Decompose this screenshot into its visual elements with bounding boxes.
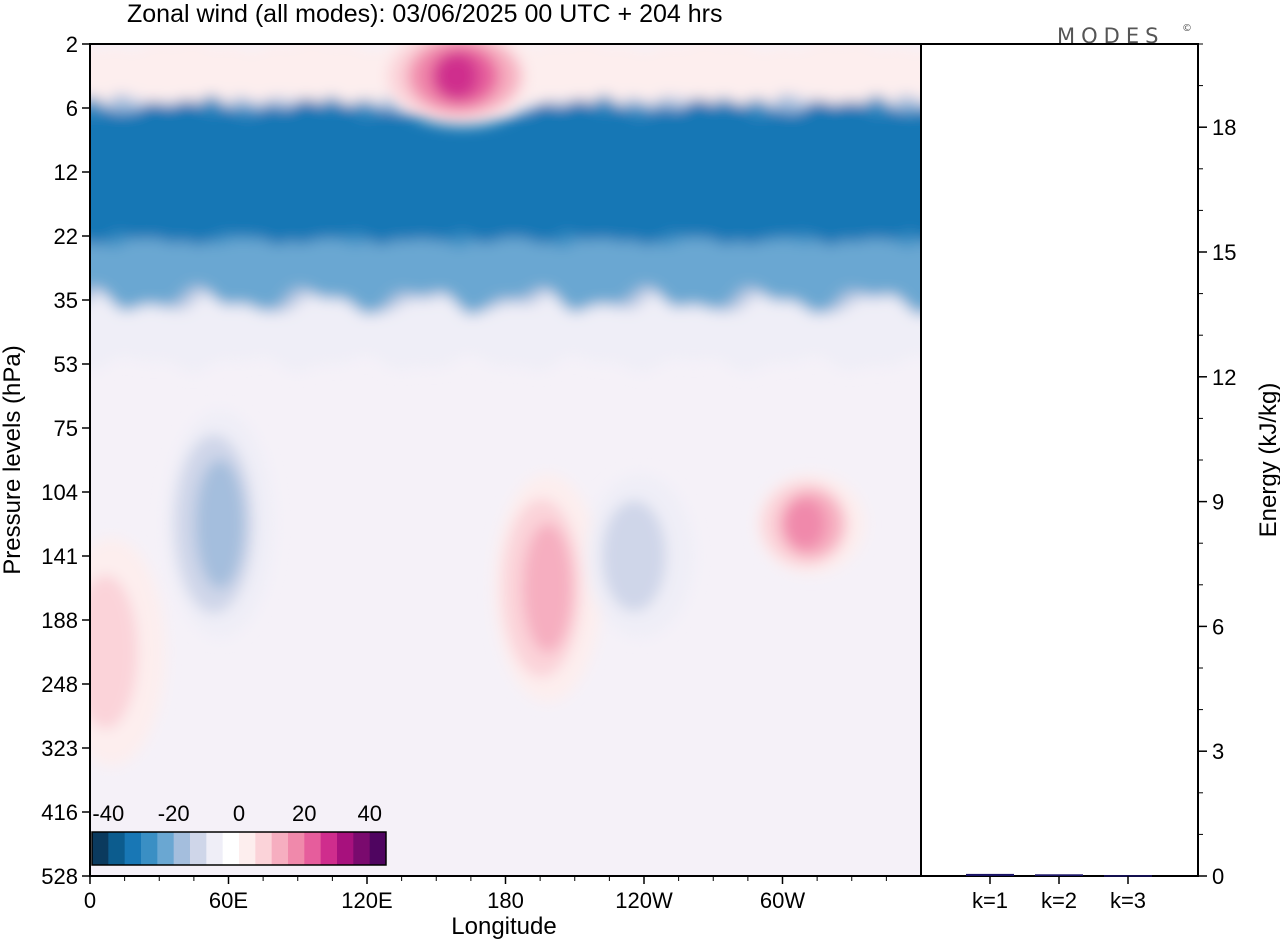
- colorbar: -40 -20 0 20 40: [91, 801, 387, 866]
- x-tick-label: 60E: [209, 888, 248, 913]
- y-axis-label: Pressure levels (hPa): [0, 345, 26, 574]
- energy-bars: [966, 873, 1152, 877]
- colorbar-frame: [91, 831, 387, 866]
- colorbar-swatch: [92, 832, 109, 865]
- x-tick-label: 120W: [615, 888, 673, 913]
- y-tick-label: 53: [54, 352, 78, 377]
- chart-title: Zonal wind (all modes): 03/06/2025 00 UT…: [127, 0, 722, 28]
- y-tick-label: 528: [41, 864, 78, 889]
- heatmap-features: [90, 44, 865, 766]
- contour-band: [90, 162, 921, 245]
- heatmap-bands: [90, 44, 921, 373]
- contour-feature: [602, 500, 667, 612]
- heatmap-panel: -40 -20 0 20 40 0 60E 120E 180 120W 60W 2 6 12 22 35 5…: [0, 32, 922, 940]
- energy-x-tick-label: k=3: [1110, 888, 1146, 913]
- energy-tick-label: 0: [1212, 864, 1224, 889]
- colorbar-swatch: [141, 832, 158, 865]
- x-axis-label: Longitude: [451, 913, 556, 940]
- y-tick-label: 141: [41, 544, 78, 569]
- modes-logo-mark: ©: [1182, 23, 1192, 34]
- colorbar-tick-label: -20: [158, 801, 190, 826]
- colorbar-swatch: [108, 832, 126, 865]
- contour-feature: [434, 53, 478, 99]
- colorbar-swatch: [271, 832, 289, 865]
- energy-x-tick-label: k=2: [1041, 888, 1077, 913]
- y-tick-label: 12: [54, 160, 78, 185]
- x-tick-label: 60W: [760, 888, 805, 913]
- y-tick-label: 22: [54, 224, 78, 249]
- y-tick-label: 75: [54, 416, 78, 441]
- colorbar-swatch: [288, 832, 305, 865]
- colorbar-swatch: [222, 832, 240, 865]
- y-tick-label: 104: [41, 480, 78, 505]
- x-axis: 0 60E 120E 180 120W 60W: [84, 876, 887, 913]
- heatmap-contours: [90, 44, 921, 766]
- energy-panel: 0 3 6 9 12 15 18 k=1 k=2 k=3 Energy (kJ/kg): [920, 43, 1280, 913]
- y-tick-label: 323: [41, 736, 78, 761]
- colorbar-tick-label: 40: [357, 801, 381, 826]
- contour-feature: [783, 498, 826, 550]
- contour-feature: [523, 523, 573, 653]
- energy-x-axis: k=1 k=2 k=3: [972, 876, 1146, 913]
- colorbar-swatch: [206, 832, 224, 865]
- colorbar-swatch: [320, 832, 338, 865]
- contour-feature: [195, 459, 245, 589]
- energy-bar: [966, 873, 1014, 876]
- colorbar-swatch: [190, 832, 207, 865]
- energy-frame: [920, 43, 1199, 877]
- colorbar-swatch: [173, 832, 191, 865]
- y-axis: 2 6 12 22 35 53 75 104 141 188 248 323 416 528: [41, 32, 90, 889]
- y-tick-label: 248: [41, 672, 78, 697]
- energy-bar: [1035, 874, 1083, 876]
- colorbar-swatch: [369, 832, 387, 865]
- colorbar-swatch: [157, 832, 175, 865]
- energy-tick-label: 18: [1212, 115, 1236, 140]
- energy-tick-label: 6: [1212, 614, 1224, 639]
- energy-x-tick-label: k=1: [972, 888, 1008, 913]
- energy-tick-label: 9: [1212, 490, 1224, 515]
- energy-tick-label: 3: [1212, 739, 1224, 764]
- colorbar-swatch: [124, 832, 142, 865]
- y-tick-label: 6: [66, 96, 78, 121]
- colorbar-swatch: [255, 832, 273, 865]
- colorbar-swatch: [239, 832, 256, 865]
- energy-axis-label: Energy (kJ/kg): [1255, 383, 1280, 538]
- energy-bar: [1104, 875, 1152, 877]
- y-tick-label: 2: [66, 32, 78, 57]
- contour-feature: [90, 575, 138, 729]
- colorbar-swatch: [353, 832, 371, 865]
- y-tick-label: 35: [54, 288, 78, 313]
- x-tick-label: 0: [84, 888, 96, 913]
- colorbar-swatch: [337, 832, 354, 865]
- y-tick-label: 188: [41, 608, 78, 633]
- colorbar-tick-label: -40: [92, 801, 124, 826]
- x-tick-label: 120E: [341, 888, 392, 913]
- x-tick-label: 180: [487, 888, 524, 913]
- energy-y-axis: 0 3 6 9 12 15 18: [1198, 43, 1236, 889]
- colorbar-tick-label: 20: [292, 801, 316, 826]
- y-tick-label: 416: [41, 800, 78, 825]
- colorbar-swatch: [304, 832, 322, 865]
- colorbar-tick-label: 0: [233, 801, 245, 826]
- energy-tick-label: 12: [1212, 365, 1236, 390]
- energy-tick-label: 15: [1212, 240, 1236, 265]
